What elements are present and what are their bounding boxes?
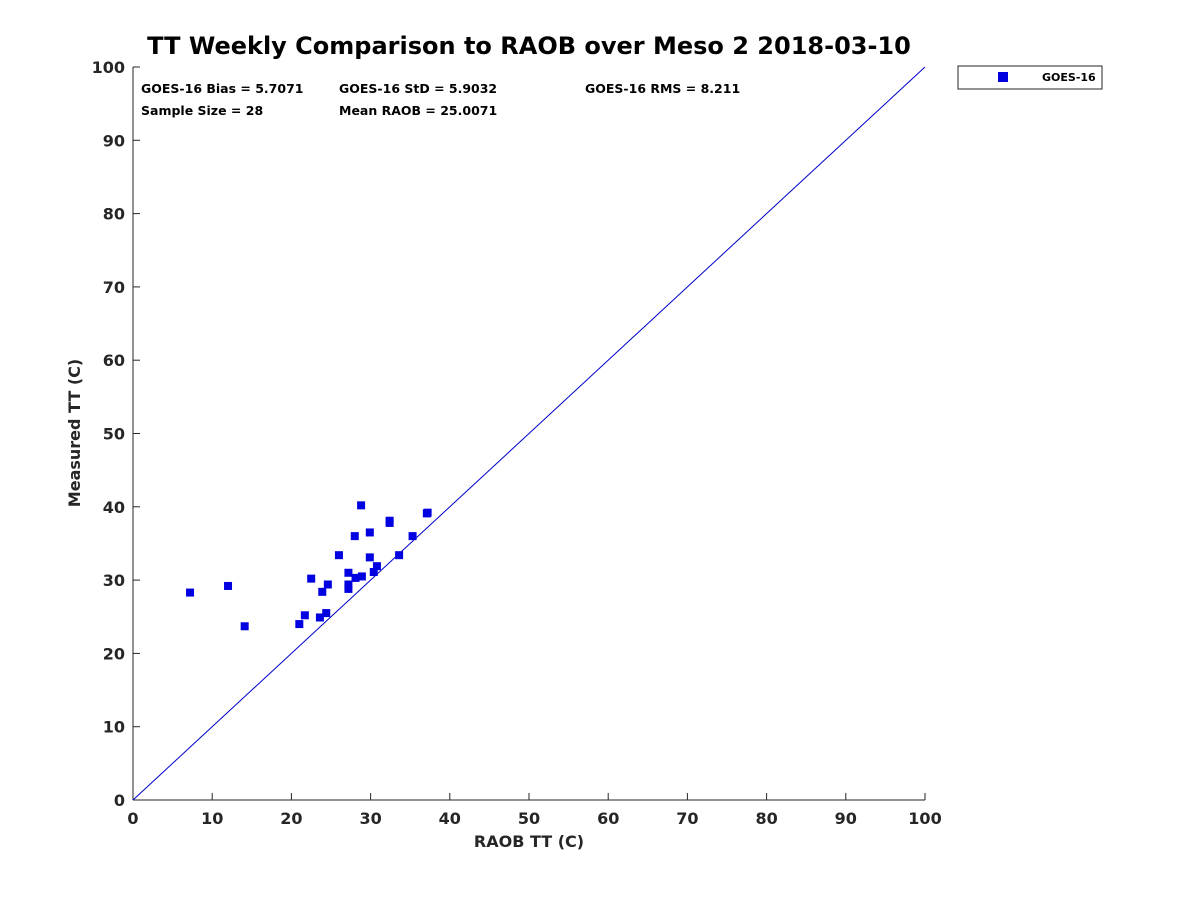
data-point [365,528,374,537]
data-point [224,581,233,590]
y-tick-label: 20 [103,644,125,663]
stat-mean-raob: Mean RAOB = 25.0071 [339,103,497,118]
x-ticks: 0 10 20 30 40 50 60 70 80 90 100 [127,793,942,828]
x-tick-label: 50 [518,809,540,828]
x-tick-label: 70 [676,809,698,828]
x-tick-label: 80 [755,809,777,828]
data-point [295,620,304,629]
x-tick-label: 30 [359,809,381,828]
stat-rms: GOES-16 RMS = 8.211 [585,81,740,96]
data-point [315,613,324,622]
y-tick-label: 100 [92,58,125,77]
y-tick-label: 0 [114,791,125,810]
stat-sample-size: Sample Size = 28 [141,103,263,118]
one-to-one-reference-line [132,66,926,801]
y-tick-label: 40 [103,498,125,517]
x-tick-label: 100 [908,809,941,828]
x-tick-label: 10 [201,809,223,828]
data-point [357,501,366,510]
data-point [365,553,374,562]
data-point [344,568,353,577]
x-tick-label: 20 [280,809,302,828]
x-axis-label: RAOB TT (C) [474,832,584,851]
y-tick-label: 50 [103,425,125,444]
goes16-points [186,501,432,631]
data-point [395,551,404,560]
y-ticks: 0 10 20 30 40 50 60 70 80 90 100 [92,58,140,810]
x-tick-label: 40 [439,809,461,828]
stat-std: GOES-16 StD = 5.9032 [339,81,497,96]
data-point [240,622,249,631]
data-point [186,588,195,597]
y-tick-label: 60 [103,351,125,370]
y-tick-label: 70 [103,278,125,297]
chart-title: TT Weekly Comparison to RAOB over Meso 2… [147,32,911,60]
data-point [351,573,360,582]
data-point [344,580,353,589]
x-tick-label: 60 [597,809,619,828]
data-point [350,532,359,541]
data-point [372,562,381,571]
data-point [357,572,366,581]
data-point [334,551,343,560]
legend-box [957,65,1103,90]
y-tick-label: 80 [103,205,125,224]
y-tick-label: 30 [103,571,125,590]
y-tick-label: 10 [103,718,125,737]
data-point [318,587,327,596]
x-tick-label: 0 [127,809,138,828]
y-tick-label: 90 [103,131,125,150]
data-point [300,611,309,620]
data-point [408,532,417,541]
data-point [323,580,332,589]
data-point [369,568,378,577]
x-tick-label: 90 [835,809,857,828]
stat-bias: GOES-16 Bias = 5.7071 [141,81,303,96]
legend: GOES-16 [957,65,1103,90]
legend-marker-goes16 [998,72,1008,82]
y-axis-label: Measured TT (C) [65,359,84,507]
legend-label-goes16: GOES-16 [1042,71,1096,84]
data-point [423,508,432,517]
data-point [322,609,331,618]
data-point [344,584,353,593]
data-point [385,518,394,527]
data-point [307,574,316,583]
